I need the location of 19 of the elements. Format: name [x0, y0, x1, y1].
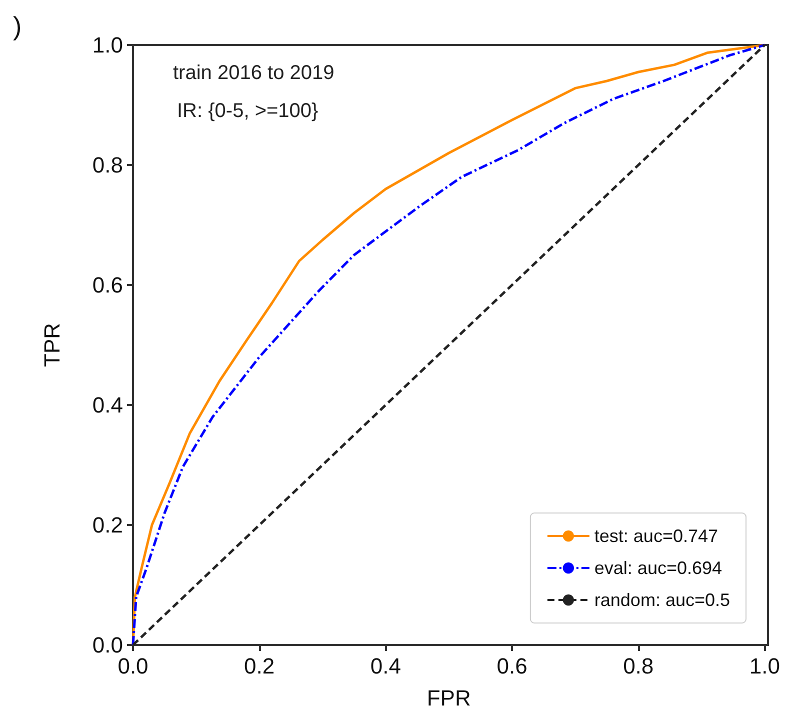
x-tick-label: 0.8: [623, 654, 654, 678]
x-tick-label: 1.0: [749, 654, 780, 678]
x-axis-title: FPR: [426, 686, 471, 710]
y-tick-label: 0.4: [92, 392, 123, 418]
y-tick-label: 0.8: [92, 152, 123, 178]
x-tick-label: 0.2: [244, 654, 275, 678]
chart-title: ): [13, 11, 22, 41]
legend-label: eval: auc=0.694: [594, 558, 722, 578]
annotation: IR: {0-5, >=100}: [177, 100, 319, 122]
y-axis-title: TPR: [40, 323, 64, 367]
annotation: train 2016 to 2019: [173, 62, 334, 84]
y-tick-label: 0.2: [92, 512, 123, 538]
x-tick-label: 0.4: [370, 654, 401, 678]
y-tick-label: 0.6: [92, 272, 123, 298]
line-series: [132, 44, 766, 646]
x-tick-label: 0.6: [496, 654, 528, 678]
y-tick-label: 1.0: [92, 32, 123, 58]
legend-label: random: auc=0.5: [594, 590, 730, 610]
legend-label: test: auc=0.747: [594, 526, 718, 546]
